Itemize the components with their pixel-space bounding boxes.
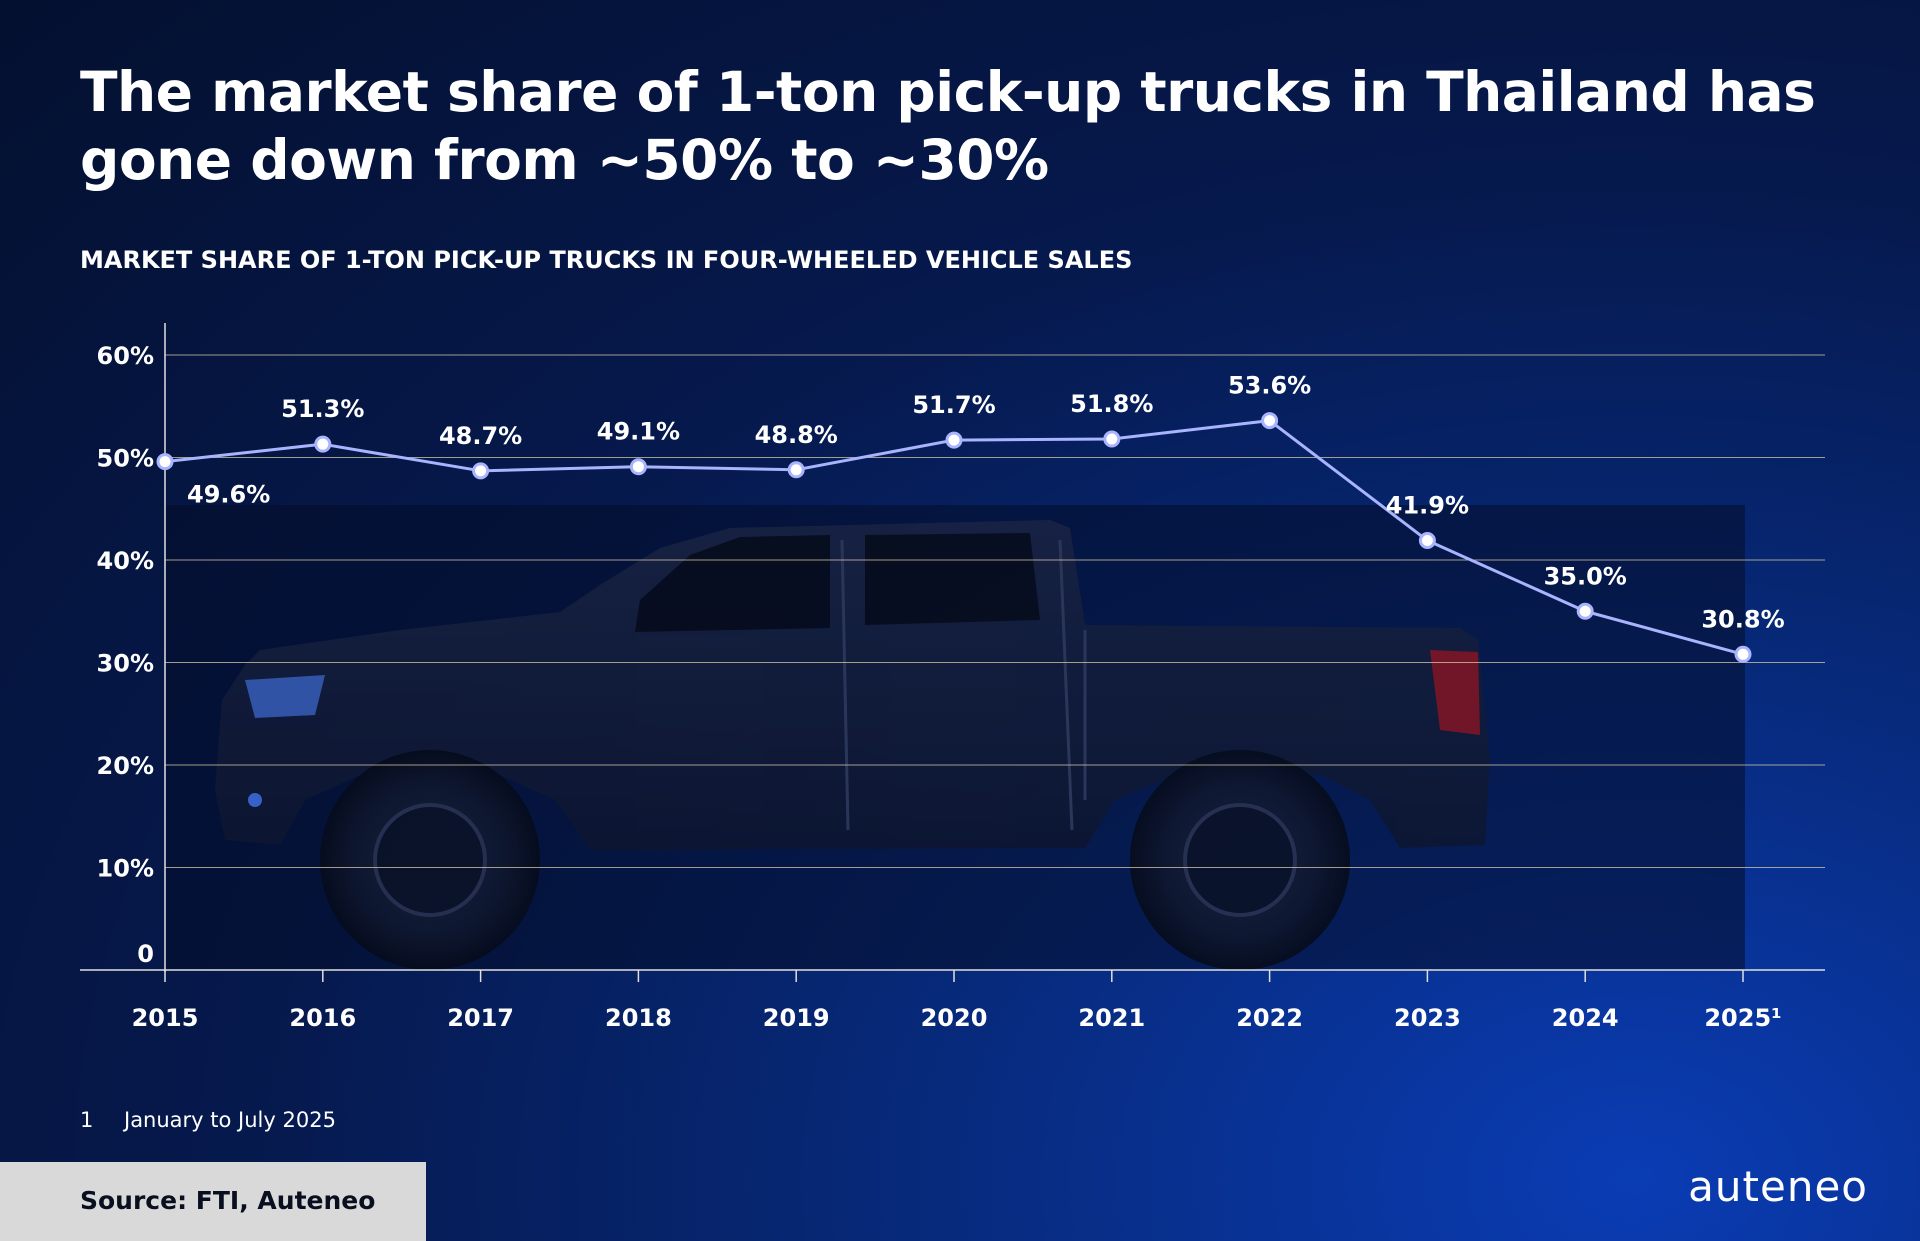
data-point [472, 462, 490, 480]
x-tick-label: 2023 [1394, 1004, 1461, 1032]
data-label: 51.8% [1070, 390, 1153, 418]
x-tick-label: 2024 [1552, 1004, 1619, 1032]
x-tick-label: 2025¹ [1704, 1004, 1781, 1032]
data-point [787, 461, 805, 479]
auteneo-logo: auteneo [1688, 1162, 1868, 1211]
y-tick-label: 50% [97, 445, 154, 473]
y-tick-label: 20% [97, 752, 154, 780]
data-label: 49.1% [597, 418, 680, 446]
x-tick-label: 2018 [605, 1004, 672, 1032]
data-point [629, 458, 647, 476]
footnote-number: 1 [80, 1108, 94, 1132]
y-tick-label: 30% [97, 650, 154, 678]
x-tick-label: 2016 [289, 1004, 356, 1032]
chart-subtitle: MARKET SHARE OF 1-TON PICK-UP TRUCKS IN … [80, 246, 1133, 274]
data-label: 41.9% [1386, 492, 1469, 520]
x-tick-label: 2022 [1236, 1004, 1303, 1032]
pickup-truck-image [215, 520, 1490, 970]
data-label: 48.8% [755, 421, 838, 449]
x-tick-label: 2020 [921, 1004, 988, 1032]
footnote: 1 January to July 2025 [80, 1108, 336, 1132]
x-tick-label: 2017 [447, 1004, 514, 1032]
data-label: 49.6% [187, 481, 270, 509]
data-label: 30.8% [1701, 605, 1784, 633]
y-tick-label: 60% [97, 342, 154, 370]
page-title: The market share of 1-ton pick-up trucks… [80, 60, 1816, 192]
data-label: 35.0% [1544, 562, 1627, 590]
x-tick-label: 2019 [763, 1004, 830, 1032]
x-tick-label: 2021 [1078, 1004, 1145, 1032]
data-point [1576, 602, 1594, 620]
data-label: 48.7% [439, 422, 522, 450]
data-point [1261, 412, 1279, 430]
data-label: 53.6% [1228, 372, 1311, 400]
data-point [314, 435, 332, 453]
x-tick-label: 2015 [132, 1004, 199, 1032]
footnote-text: January to July 2025 [124, 1108, 336, 1132]
data-point [1103, 430, 1121, 448]
data-label: 51.7% [912, 391, 995, 419]
data-point [945, 431, 963, 449]
y-tick-label: 40% [97, 547, 154, 575]
y-tick-label: 0 [137, 940, 154, 968]
data-label: 51.3% [281, 395, 364, 423]
data-point [1418, 532, 1436, 550]
source-box: Source: FTI, Auteneo [0, 1162, 426, 1241]
y-tick-label: 10% [97, 855, 154, 883]
data-point [1734, 645, 1752, 663]
source-text: Source: FTI, Auteneo [80, 1186, 376, 1215]
data-point [156, 453, 174, 471]
